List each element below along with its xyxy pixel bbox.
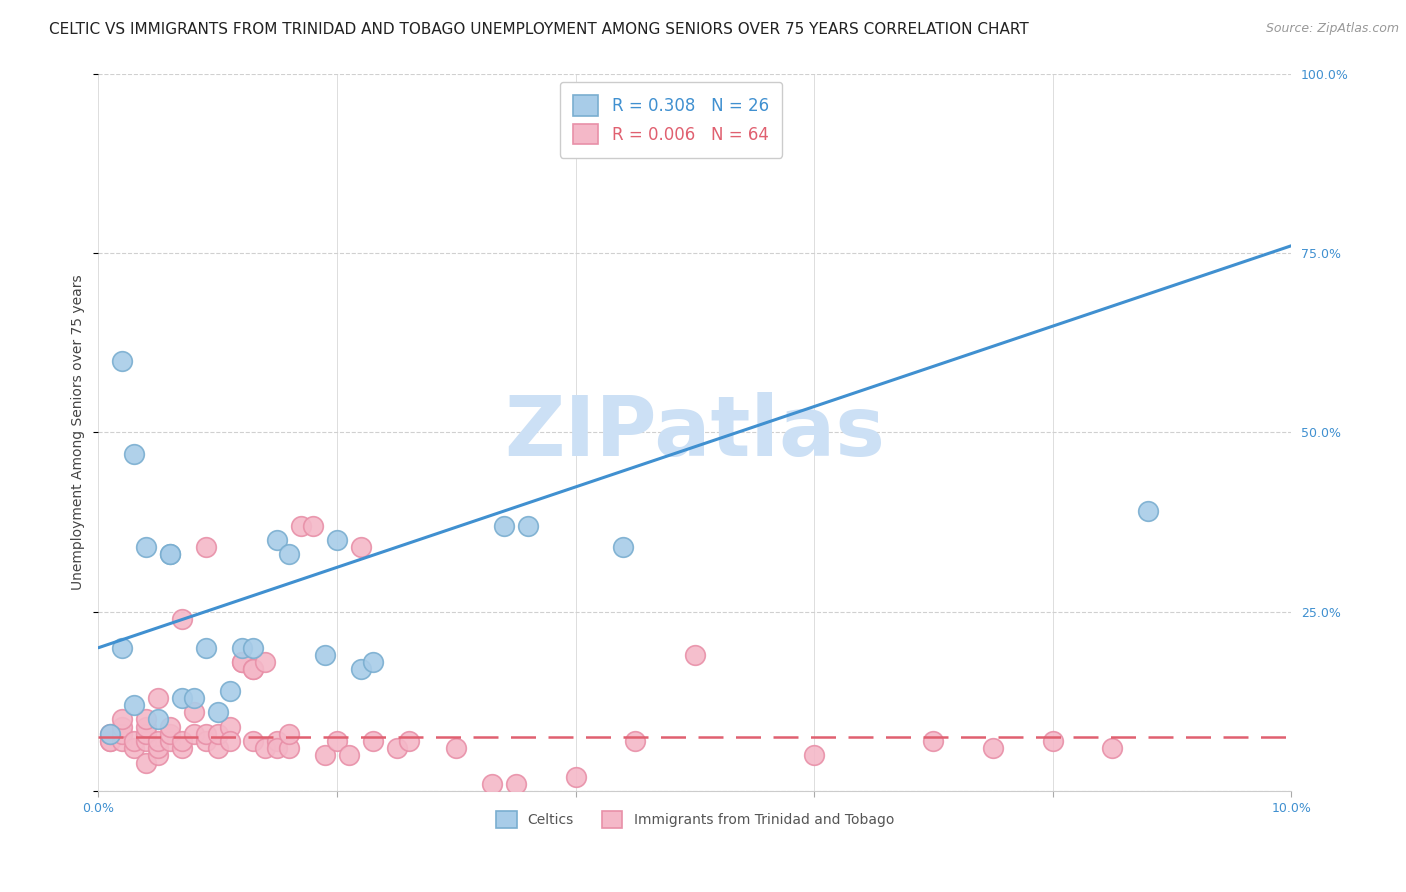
Point: [242, 734, 264, 748]
Point: [361, 655, 384, 669]
Point: [146, 713, 169, 727]
Point: [207, 741, 229, 756]
Point: [350, 662, 373, 676]
Point: [194, 734, 217, 748]
Point: [194, 640, 217, 655]
Point: [194, 540, 217, 554]
Point: [146, 734, 169, 748]
Point: [122, 698, 145, 713]
Point: [492, 518, 515, 533]
Point: [398, 734, 420, 748]
Point: [981, 741, 1004, 756]
Point: [135, 734, 157, 748]
Point: [254, 655, 277, 669]
Point: [242, 662, 264, 676]
Point: [111, 727, 134, 741]
Point: [183, 690, 205, 705]
Point: [446, 741, 468, 756]
Point: [231, 655, 253, 669]
Point: [159, 734, 181, 748]
Point: [266, 533, 288, 547]
Point: [564, 770, 586, 784]
Point: [122, 734, 145, 748]
Point: [803, 748, 825, 763]
Text: ZIPatlas: ZIPatlas: [505, 392, 886, 473]
Point: [516, 518, 538, 533]
Point: [111, 713, 134, 727]
Point: [135, 756, 157, 770]
Point: [350, 540, 373, 554]
Point: [159, 548, 181, 562]
Point: [170, 612, 193, 626]
Point: [254, 741, 277, 756]
Point: [326, 734, 349, 748]
Point: [231, 655, 253, 669]
Point: [505, 777, 527, 791]
Point: [146, 690, 169, 705]
Point: [683, 648, 706, 662]
Point: [314, 648, 336, 662]
Point: [242, 640, 264, 655]
Point: [159, 727, 181, 741]
Point: [612, 540, 634, 554]
Point: [194, 727, 217, 741]
Point: [337, 748, 360, 763]
Point: [624, 734, 647, 748]
Point: [231, 640, 253, 655]
Point: [183, 727, 205, 741]
Point: [135, 713, 157, 727]
Legend: Celtics, Immigrants from Trinidad and Tobago: Celtics, Immigrants from Trinidad and To…: [489, 804, 901, 835]
Point: [481, 777, 503, 791]
Text: CELTIC VS IMMIGRANTS FROM TRINIDAD AND TOBAGO UNEMPLOYMENT AMONG SENIORS OVER 75: CELTIC VS IMMIGRANTS FROM TRINIDAD AND T…: [49, 22, 1029, 37]
Point: [326, 533, 349, 547]
Point: [146, 748, 169, 763]
Point: [98, 734, 121, 748]
Point: [135, 720, 157, 734]
Point: [1042, 734, 1064, 748]
Point: [98, 734, 121, 748]
Point: [218, 720, 240, 734]
Text: Source: ZipAtlas.com: Source: ZipAtlas.com: [1265, 22, 1399, 36]
Point: [122, 741, 145, 756]
Point: [218, 683, 240, 698]
Point: [266, 741, 288, 756]
Point: [170, 734, 193, 748]
Point: [218, 734, 240, 748]
Point: [207, 727, 229, 741]
Point: [385, 741, 408, 756]
Point: [111, 720, 134, 734]
Point: [278, 727, 301, 741]
Point: [361, 734, 384, 748]
Point: [135, 540, 157, 554]
Point: [135, 727, 157, 741]
Point: [159, 720, 181, 734]
Y-axis label: Unemployment Among Seniors over 75 years: Unemployment Among Seniors over 75 years: [72, 275, 86, 591]
Point: [170, 690, 193, 705]
Point: [111, 353, 134, 368]
Point: [278, 741, 301, 756]
Point: [146, 741, 169, 756]
Point: [183, 706, 205, 720]
Point: [242, 662, 264, 676]
Point: [159, 548, 181, 562]
Point: [278, 548, 301, 562]
Point: [314, 748, 336, 763]
Point: [1137, 504, 1160, 518]
Point: [290, 518, 312, 533]
Point: [266, 734, 288, 748]
Point: [98, 727, 121, 741]
Point: [170, 741, 193, 756]
Point: [302, 518, 325, 533]
Point: [922, 734, 945, 748]
Point: [98, 727, 121, 741]
Point: [122, 447, 145, 461]
Point: [111, 734, 134, 748]
Point: [207, 706, 229, 720]
Point: [1101, 741, 1123, 756]
Point: [111, 640, 134, 655]
